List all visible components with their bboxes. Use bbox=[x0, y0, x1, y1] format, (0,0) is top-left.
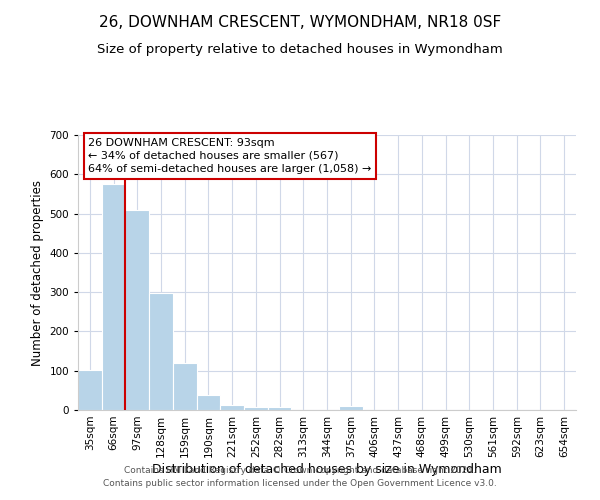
X-axis label: Distribution of detached houses by size in Wymondham: Distribution of detached houses by size … bbox=[152, 462, 502, 475]
Text: Contains HM Land Registry data © Crown copyright and database right 2024.
Contai: Contains HM Land Registry data © Crown c… bbox=[103, 466, 497, 487]
Bar bbox=[173, 363, 197, 410]
Bar bbox=[339, 406, 362, 410]
Bar bbox=[102, 184, 125, 410]
Text: 26 DOWNHAM CRESCENT: 93sqm
← 34% of detached houses are smaller (567)
64% of sem: 26 DOWNHAM CRESCENT: 93sqm ← 34% of deta… bbox=[88, 138, 371, 174]
Bar bbox=[268, 407, 292, 410]
Text: Size of property relative to detached houses in Wymondham: Size of property relative to detached ho… bbox=[97, 42, 503, 56]
Bar bbox=[78, 370, 102, 410]
Bar bbox=[244, 407, 268, 410]
Bar bbox=[220, 404, 244, 410]
Bar bbox=[197, 395, 220, 410]
Bar bbox=[125, 210, 149, 410]
Bar bbox=[149, 292, 173, 410]
Text: 26, DOWNHAM CRESCENT, WYMONDHAM, NR18 0SF: 26, DOWNHAM CRESCENT, WYMONDHAM, NR18 0S… bbox=[99, 15, 501, 30]
Y-axis label: Number of detached properties: Number of detached properties bbox=[31, 180, 44, 366]
